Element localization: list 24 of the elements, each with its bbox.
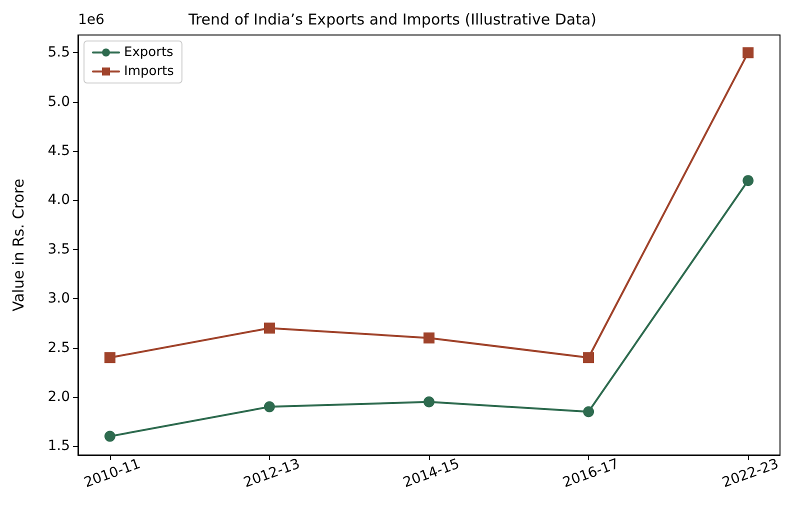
point	[264, 322, 275, 334]
y-tick-label: 4.0	[48, 192, 70, 208]
point	[264, 401, 275, 412]
point	[424, 396, 434, 408]
point	[104, 352, 116, 364]
point	[742, 47, 754, 58]
y-tick-label: 3.5	[48, 241, 70, 258]
point	[742, 175, 754, 186]
y-tick-label: 5.0	[48, 94, 70, 110]
point	[104, 430, 116, 442]
y-tick-label: 3.0	[48, 290, 70, 307]
point	[583, 352, 594, 364]
point	[424, 332, 434, 344]
point	[583, 406, 594, 418]
chart-title: Trend of India’s Exports and Imports (Illustrative Data)	[187, 10, 597, 28]
y-tick-label: 4.5	[48, 143, 70, 160]
legend-label: Exports	[124, 45, 174, 60]
y-axis-title: Value in Rs. Crore	[10, 178, 28, 312]
y-tick-label: 5.5	[48, 44, 70, 61]
legend-label: Imports	[124, 64, 174, 79]
y-tick-label: 2.0	[48, 388, 70, 405]
y-tick-label: 1.5	[48, 438, 70, 454]
y-tick-label: 2.5	[48, 340, 70, 356]
text: 1e6	[78, 12, 105, 28]
